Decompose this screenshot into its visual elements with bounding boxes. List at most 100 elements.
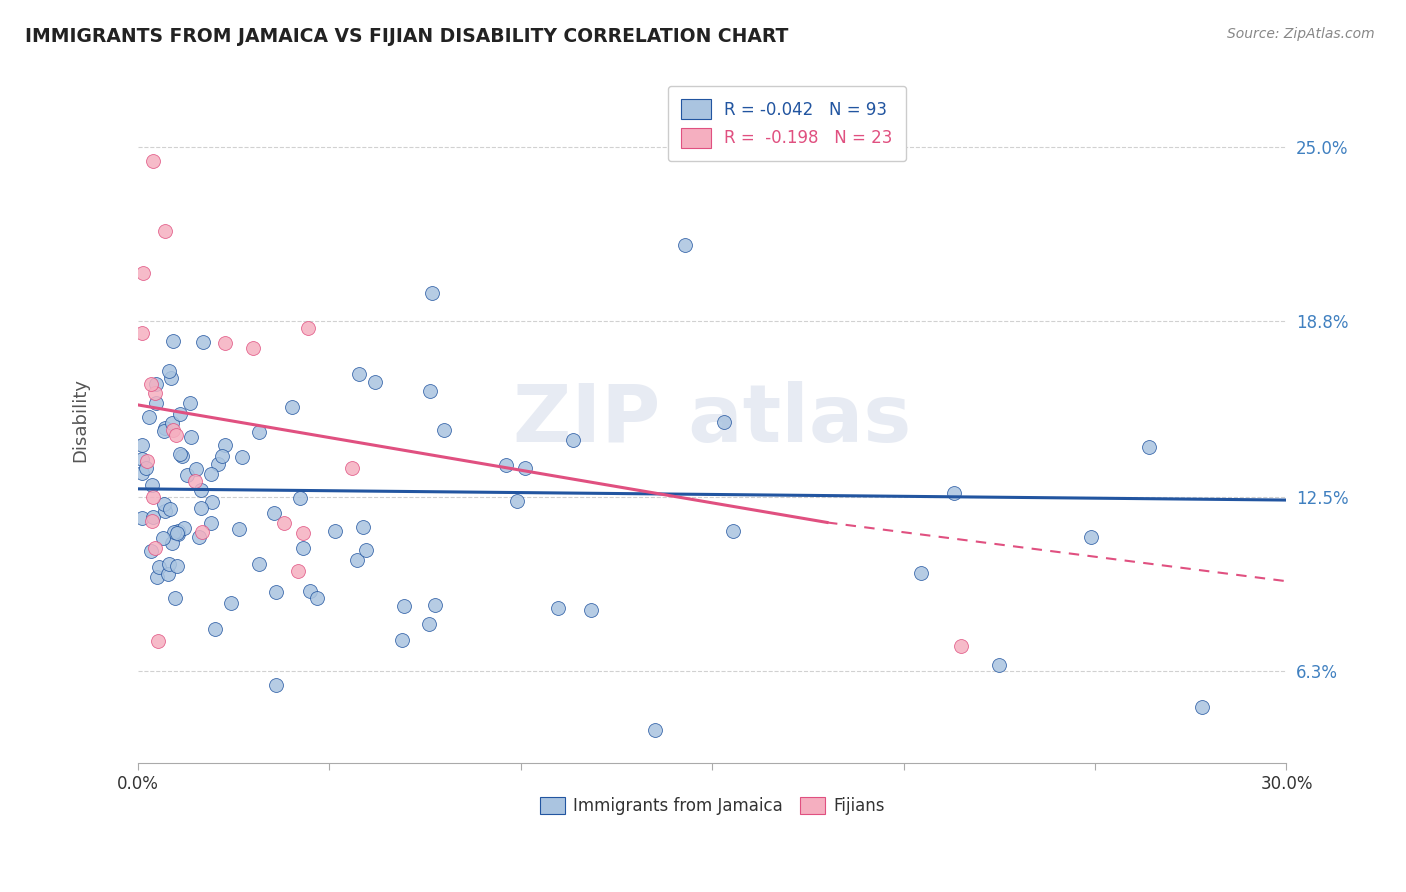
Point (159, 502, 181, 516)
Point (173, 521, 195, 535)
Point (1080, 530, 1102, 544)
Point (135, 454, 157, 468)
Point (352, 520, 374, 534)
Point (169, 447, 191, 461)
Legend: Immigrants from Jamaica, Fijians: Immigrants from Jamaica, Fijians (531, 789, 893, 823)
Point (191, 525, 214, 540)
Point (950, 639, 973, 653)
Point (264, 585, 287, 599)
Point (392, 599, 415, 613)
Point (157, 566, 180, 581)
Text: Source: ZipAtlas.com: Source: ZipAtlas.com (1227, 27, 1375, 41)
Point (180, 430, 202, 444)
Point (364, 375, 387, 389)
Point (190, 501, 212, 516)
Point (420, 286, 443, 301)
Point (157, 364, 180, 378)
Point (162, 423, 184, 437)
Point (166, 525, 188, 540)
Point (138, 409, 160, 424)
Point (165, 591, 187, 606)
Point (263, 507, 285, 521)
Point (184, 474, 207, 488)
Point (418, 617, 440, 632)
Point (207, 457, 229, 471)
Point (273, 516, 295, 530)
Point (141, 514, 163, 528)
Point (153, 424, 176, 438)
Point (131, 511, 153, 525)
Point (391, 632, 413, 647)
Point (713, 415, 735, 429)
Point (141, 477, 163, 491)
Point (184, 462, 207, 476)
Point (988, 658, 1011, 673)
Point (145, 376, 167, 391)
Point (157, 557, 180, 571)
Point (280, 401, 302, 415)
Point (347, 367, 370, 381)
Point (299, 584, 322, 599)
Point (131, 438, 153, 452)
Point (290, 491, 312, 505)
Point (162, 334, 184, 349)
Point (155, 421, 177, 435)
Point (247, 558, 270, 572)
Point (291, 541, 314, 555)
Point (142, 154, 165, 169)
Point (160, 371, 183, 385)
Point (1139, 440, 1161, 454)
Point (142, 510, 165, 524)
Point (153, 504, 176, 518)
Point (214, 335, 236, 350)
Point (910, 566, 932, 580)
Point (200, 467, 222, 482)
Point (163, 524, 186, 539)
Point (228, 522, 250, 536)
Point (547, 601, 569, 615)
Point (191, 335, 214, 350)
Text: ZIP atlas: ZIP atlas (513, 381, 911, 459)
Point (1191, 700, 1213, 714)
Point (211, 449, 233, 463)
Point (142, 490, 165, 504)
Point (323, 524, 346, 539)
Point (139, 377, 162, 392)
Point (139, 543, 162, 558)
Point (579, 603, 602, 617)
Point (172, 449, 194, 463)
Point (723, 524, 745, 538)
Point (305, 591, 328, 605)
Point (148, 634, 170, 648)
Point (152, 532, 174, 546)
Point (166, 527, 188, 541)
Point (143, 541, 166, 555)
Point (644, 723, 666, 737)
Point (131, 467, 153, 481)
Point (673, 238, 696, 252)
Text: IMMIGRANTS FROM JAMAICA VS FIJIAN DISABILITY CORRELATION CHART: IMMIGRANTS FROM JAMAICA VS FIJIAN DISABI… (25, 27, 789, 45)
Point (190, 483, 212, 497)
Point (162, 536, 184, 550)
Point (297, 320, 319, 334)
Point (132, 266, 155, 280)
Point (495, 458, 517, 473)
Point (179, 396, 201, 410)
Point (166, 559, 188, 574)
Point (264, 677, 287, 691)
Point (153, 224, 176, 238)
Point (356, 543, 378, 558)
Point (143, 385, 166, 400)
Point (433, 423, 456, 437)
Point (131, 326, 153, 340)
Point (145, 395, 167, 409)
Point (146, 570, 169, 584)
Point (135, 460, 157, 475)
Point (562, 433, 585, 447)
Point (166, 524, 188, 538)
Point (200, 516, 222, 530)
Point (419, 384, 441, 398)
Point (515, 460, 537, 475)
Point (942, 486, 965, 500)
Point (247, 425, 270, 439)
